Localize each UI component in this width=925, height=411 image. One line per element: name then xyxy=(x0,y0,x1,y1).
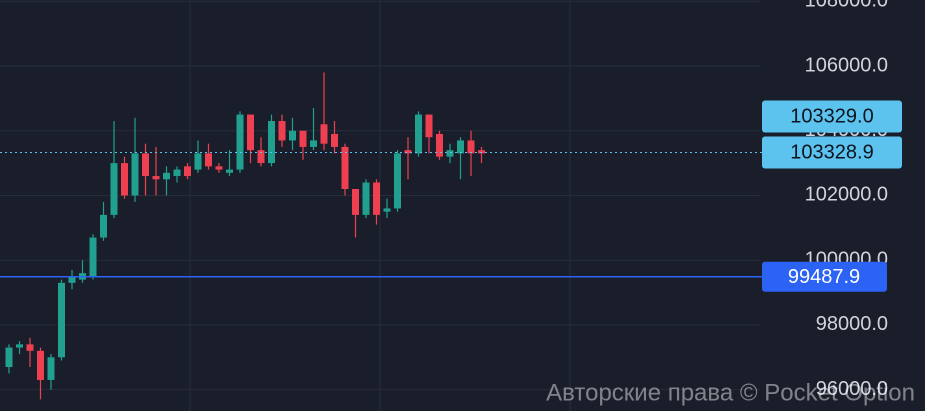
candle-body xyxy=(205,153,212,167)
candle-body xyxy=(362,182,370,215)
candle-body xyxy=(100,214,107,238)
y-tick-label: 108000.0 xyxy=(805,0,888,12)
level-label-box xyxy=(762,261,887,292)
candle-body xyxy=(446,150,454,157)
candle-body xyxy=(26,344,34,351)
candle-body xyxy=(278,121,286,141)
candle-body xyxy=(425,114,433,138)
candle-body xyxy=(5,347,13,367)
price-label: 103329.0 xyxy=(790,106,873,128)
candle-body xyxy=(394,153,401,209)
y-tick-label: 106000.0 xyxy=(805,54,888,76)
candle-body xyxy=(352,188,359,215)
candle-body xyxy=(131,153,139,196)
candle-body xyxy=(383,208,391,212)
candle-body xyxy=(110,163,118,215)
y-tick-label: 96000.0 xyxy=(816,378,888,400)
candle-body xyxy=(299,130,307,147)
candle-body xyxy=(320,124,328,144)
candle-body xyxy=(47,357,55,380)
candle-body xyxy=(68,276,76,283)
candle-body xyxy=(16,344,23,348)
watermark: Авторские права © Pocket Option xyxy=(546,379,915,406)
candle-body xyxy=(247,114,254,151)
y-tick-label: 98000.0 xyxy=(816,313,888,335)
candle-body xyxy=(289,130,296,141)
candle-body xyxy=(436,133,443,157)
candle-body xyxy=(341,146,349,189)
candle-body xyxy=(478,150,485,154)
price-label-box xyxy=(762,100,902,133)
candle-body xyxy=(142,153,149,177)
candle-body xyxy=(226,169,233,173)
candle-body xyxy=(173,169,181,177)
candle-body xyxy=(89,237,97,277)
price-label-box xyxy=(762,136,902,169)
candle-body xyxy=(310,140,317,147)
candle-body xyxy=(184,166,191,177)
y-tick-label: 102000.0 xyxy=(805,184,888,206)
candle-body xyxy=(215,166,223,170)
candle-body xyxy=(163,172,170,180)
candle-body xyxy=(268,121,275,164)
candle-body xyxy=(457,140,464,154)
overlay: 99487.9 103329.0 103328.9 xyxy=(0,100,902,292)
candle-body xyxy=(373,182,380,215)
candle-body xyxy=(415,114,422,154)
candle-body xyxy=(37,350,44,380)
candle-body xyxy=(257,150,265,164)
candle-body xyxy=(331,133,338,147)
candle-body xyxy=(236,114,244,170)
level-label: 99487.9 xyxy=(788,266,860,288)
candle-body xyxy=(467,140,475,154)
candle-body xyxy=(404,150,412,154)
candle-body xyxy=(58,282,65,358)
candle-body xyxy=(152,176,160,180)
candle-body xyxy=(121,163,128,196)
candle-body xyxy=(194,153,202,170)
price-label: 103328.9 xyxy=(790,142,873,164)
